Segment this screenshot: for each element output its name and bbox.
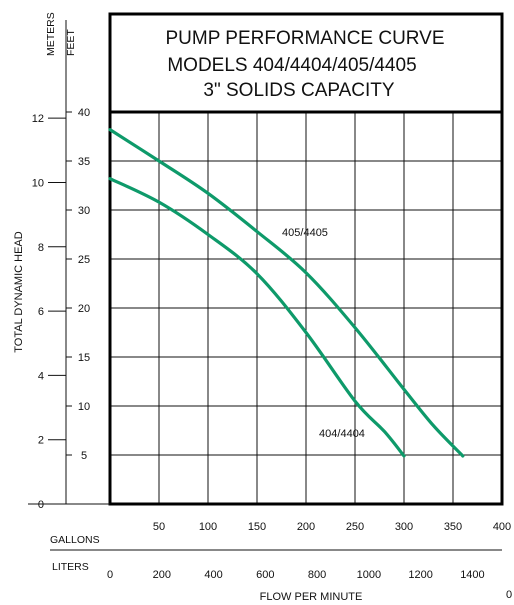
y-tick-meters-2: 2: [38, 435, 44, 447]
chart-title-line-1: PUMP PERFORMANCE CURVE: [165, 28, 444, 49]
x-tick-gallons-50: 50: [153, 521, 165, 533]
x-tick-liters-1200: 1200: [408, 569, 432, 581]
x-tick-liters-0: 0: [107, 569, 113, 581]
x-tick-gallons-100: 100: [199, 521, 217, 533]
y-unit-feet: FEET: [65, 29, 77, 56]
x-tick-liters-1400: 1400: [460, 569, 484, 581]
x-tick-gallons-300: 300: [395, 521, 413, 533]
x-ticks: 50 100 150 200 250 300 350 400 0 200 400 600 800 1000…: [107, 521, 511, 581]
y-tick-feet-30: 30: [78, 205, 90, 217]
y-unit-meters: METERS: [45, 12, 57, 56]
x-tick-liters-600: 600: [256, 569, 274, 581]
y-tick-meters-6: 6: [38, 306, 44, 318]
y-tick-meters-8: 8: [38, 242, 44, 254]
y-tick-feet-40: 40: [78, 107, 90, 119]
y-axis-title: TOTAL DYNAMIC HEAD: [13, 231, 25, 352]
curve-405-4405: [108, 128, 465, 458]
x-unit-liters: LITERS: [52, 561, 89, 573]
y-tick-meters-0: 0: [38, 499, 44, 511]
series-label-404-4404: 404/4404: [319, 428, 365, 440]
x-tick-gallons-400: 400: [493, 521, 511, 533]
x-tick-gallons-150: 150: [248, 521, 266, 533]
y-tick-feet-20: 20: [78, 303, 90, 315]
y-tick-feet-15: 15: [78, 352, 90, 364]
x-tick-gallons-250: 250: [346, 521, 364, 533]
x-tick-liters-extra: 0: [506, 589, 512, 601]
y-tick-feet-35: 35: [78, 156, 90, 168]
y-tick-feet-5: 5: [81, 450, 87, 462]
chart-title-line-2: MODELS 404/4404/405/4405: [167, 55, 416, 76]
x-tick-liters-200: 200: [153, 569, 171, 581]
curves: 405/4405 404/4404: [108, 128, 465, 458]
series-label-405-4405: 405/4405: [282, 227, 328, 239]
x-tick-liters-400: 400: [204, 569, 222, 581]
x-tick-liters-1000: 1000: [357, 569, 381, 581]
y-tick-feet-25: 25: [78, 254, 90, 266]
x-axis-title: FLOW PER MINUTE: [260, 591, 363, 603]
y-ticks: 5 10 15 20 25 30 35 40 0 2 4 6 8 10 12: [32, 107, 90, 511]
y-tick-meters-10: 10: [32, 177, 44, 189]
chart-title-line-3: 3" SOLIDS CAPACITY: [203, 80, 394, 101]
curve-404-4404: [108, 177, 406, 458]
x-unit-gallons: GALLONS: [50, 534, 100, 546]
grid: [110, 112, 502, 504]
y-tick-meters-4: 4: [38, 370, 44, 382]
y-tick-feet-10: 10: [78, 401, 90, 413]
x-tick-gallons-350: 350: [444, 521, 462, 533]
plot-frame: [108, 110, 504, 506]
x-tick-liters-800: 800: [308, 569, 326, 581]
y-tick-meters-12: 12: [32, 113, 44, 125]
x-tick-gallons-200: 200: [297, 521, 315, 533]
